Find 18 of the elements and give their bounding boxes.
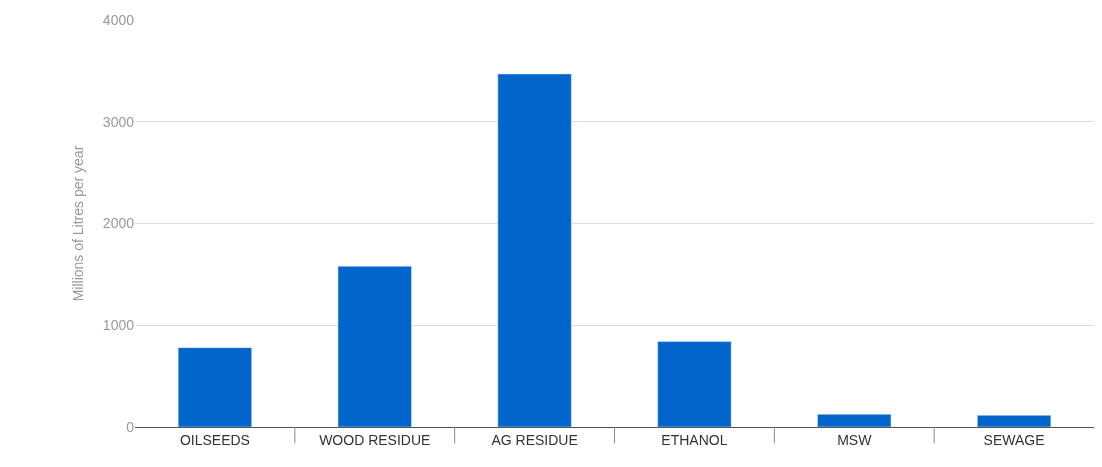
y-tick-label: 1000 — [102, 317, 135, 334]
y-tick-label: 4000 — [102, 11, 135, 28]
bar — [177, 347, 252, 427]
x-tick-label: MSW — [837, 431, 873, 448]
bar — [657, 341, 732, 427]
bar — [817, 414, 892, 427]
x-tick-label: OILSEEDS — [179, 431, 250, 448]
bar — [497, 73, 572, 427]
y-tick-label: 3000 — [102, 113, 135, 130]
bar — [337, 265, 412, 427]
x-tick-label: WOOD RESIDUE — [319, 431, 431, 448]
y-tick-label: 2000 — [102, 215, 135, 232]
bar — [977, 415, 1052, 427]
x-tick-label: AG RESIDUE — [491, 431, 578, 448]
x-tick-label: ETHANOL — [661, 431, 728, 448]
x-tick-label: SEWAGE — [983, 431, 1045, 448]
y-tick-label: 0 — [126, 418, 135, 435]
y-axis-title: Millions of Litres per year — [70, 145, 87, 302]
